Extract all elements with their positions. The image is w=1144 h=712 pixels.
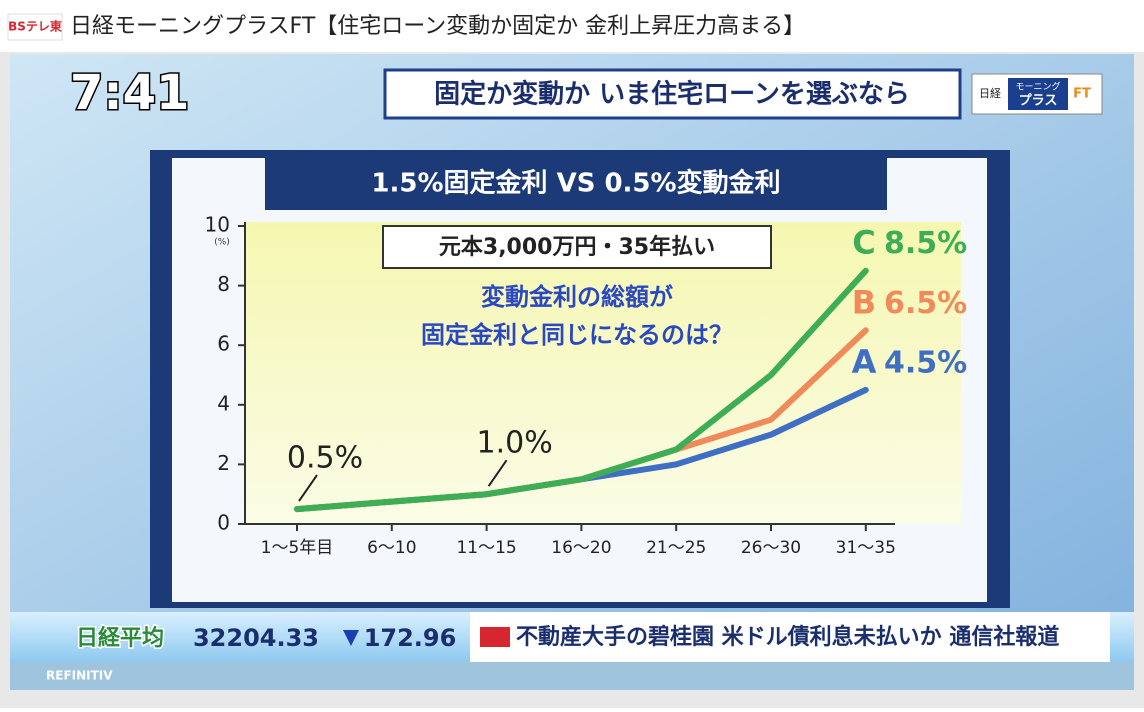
y-tick-label: 4 (217, 391, 230, 415)
subtitle: 元本3,000万円・35年払い (439, 234, 715, 260)
x-tick-label: 11～15 (456, 538, 516, 558)
flag (480, 627, 510, 647)
index-change: 172.96 (364, 624, 457, 652)
news: 不動産大手の碧桂園 米ドル債利息未払いか 通信社報道 (516, 624, 1059, 650)
question: 変動金利の総額が (481, 283, 673, 311)
x-tick-label: 31～35 (836, 538, 896, 558)
show-logo-text: プラス (1019, 94, 1058, 109)
x-tick-label: 26～30 (741, 538, 801, 558)
y-tick-label: 10 (205, 213, 230, 237)
annotation: 0.5% (287, 441, 363, 476)
clock: 7:41 (70, 65, 189, 121)
chart-title-box (265, 156, 887, 210)
banner-text: 固定か変動か いま住宅ローンを選ぶなら (434, 79, 910, 110)
show-logo-text: 日経 (979, 87, 1001, 100)
series-name: B (852, 283, 876, 321)
y-tick-label: 8 (217, 272, 230, 296)
series-name: C (852, 224, 875, 262)
news-box (470, 612, 1110, 662)
logo-box (7, 13, 63, 41)
annotation-pointer (487, 459, 508, 487)
chart: 0 2 4 6 8 10 1～5年目 6～10 11～15 16～20 21～25 26～30 31～3… (205, 213, 968, 559)
index-value: 32204.33 (193, 624, 319, 652)
window-title: 日経モーニングプラスFT【住宅ローン変動か固定か 金利上昇圧力高まる】 (70, 14, 805, 39)
subtitle-box (382, 225, 772, 269)
annotation-pointer (298, 474, 318, 502)
y-tick-label: 2 (217, 451, 230, 475)
y-tick-label: 0 (217, 511, 230, 535)
banner (383, 68, 962, 120)
logo: BSテレ東 (8, 19, 62, 34)
chart-title: 1.5%固定金利 VS 0.5%変動金利 (371, 168, 780, 199)
series-end-label: 6.5% (884, 286, 967, 321)
down-arrow (343, 630, 359, 646)
show-logo-text: モーニング (1015, 81, 1060, 93)
x-tick-label: 16～20 (551, 538, 611, 558)
y-tick-label: 6 (217, 332, 230, 356)
x-tick-label: 21～25 (646, 538, 706, 558)
show-logo-text: FT (1073, 87, 1091, 102)
x-tick-label: 1～5年目 (261, 538, 334, 558)
source-bar (10, 662, 1134, 690)
question: 固定金利と同じになるのは？ (421, 321, 733, 349)
series-line (294, 267, 869, 513)
series-name: A (852, 343, 877, 381)
x-tick-label: 6～10 (367, 538, 416, 558)
index-name: 日経平均 (76, 625, 164, 651)
source: REFINITIV (46, 669, 113, 683)
title-bar (0, 0, 1144, 52)
y-unit: (%) (214, 238, 230, 248)
series-end-label: 8.5% (884, 226, 967, 261)
show-logo-bg (1008, 78, 1068, 110)
annotation: 1.0% (476, 426, 552, 461)
series-end-label: 4.5% (884, 345, 967, 380)
